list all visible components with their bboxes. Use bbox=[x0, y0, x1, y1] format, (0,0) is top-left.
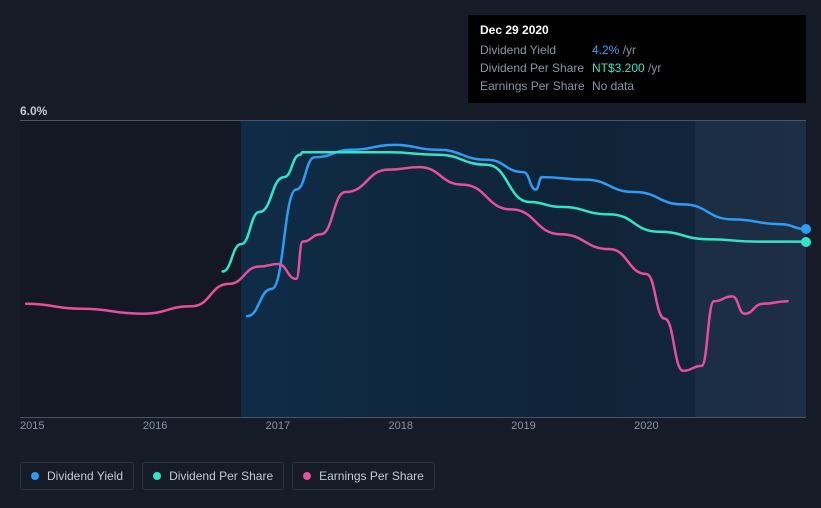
tooltip-label: Dividend Per Share bbox=[480, 59, 592, 77]
legend-dot bbox=[153, 472, 161, 480]
x-tick-label: 2018 bbox=[388, 420, 412, 432]
x-tick-label: 2016 bbox=[143, 420, 167, 432]
tooltip-label: Earnings Per Share bbox=[480, 77, 592, 95]
legend-dot bbox=[303, 472, 311, 480]
chart[interactable]: 6.0% 0% Past 201520162017201820192020 bbox=[20, 108, 806, 448]
y-axis-max-label: 6.0% bbox=[20, 104, 47, 118]
tooltip-label: Dividend Yield bbox=[480, 41, 592, 59]
legend-item-dividend-per-share[interactable]: Dividend Per Share bbox=[142, 462, 284, 490]
legend-label: Dividend Yield bbox=[47, 469, 123, 483]
chart-plot[interactable] bbox=[20, 120, 806, 418]
tooltip-value: NT$3.200 /yr bbox=[592, 59, 661, 77]
legend-dot bbox=[31, 472, 39, 480]
tooltip-row: Earnings Per Share No data bbox=[480, 77, 794, 95]
x-tick-label: 2019 bbox=[511, 420, 535, 432]
x-tick-label: 2015 bbox=[20, 420, 44, 432]
tooltip-value: No data bbox=[592, 77, 634, 95]
legend-label: Dividend Per Share bbox=[169, 469, 273, 483]
series-end-dot bbox=[801, 224, 811, 234]
legend-label: Earnings Per Share bbox=[319, 469, 424, 483]
legend: Dividend Yield Dividend Per Share Earnin… bbox=[20, 462, 435, 490]
x-tick-label: 2020 bbox=[634, 420, 658, 432]
series-end-dot bbox=[801, 237, 811, 247]
legend-item-earnings-per-share[interactable]: Earnings Per Share bbox=[292, 462, 435, 490]
x-axis: 2015 2016 2017 2018 2019 2020 bbox=[20, 420, 806, 436]
x-tick-label: 2017 bbox=[266, 420, 290, 432]
chart-tooltip: Dec 29 2020 Dividend Yield 4.2% /yr Divi… bbox=[468, 15, 806, 103]
tooltip-value: 4.2% /yr bbox=[592, 41, 636, 59]
tooltip-date: Dec 29 2020 bbox=[480, 23, 794, 37]
legend-item-dividend-yield[interactable]: Dividend Yield bbox=[20, 462, 134, 490]
tooltip-row: Dividend Per Share NT$3.200 /yr bbox=[480, 59, 794, 77]
tooltip-row: Dividend Yield 4.2% /yr bbox=[480, 41, 794, 59]
